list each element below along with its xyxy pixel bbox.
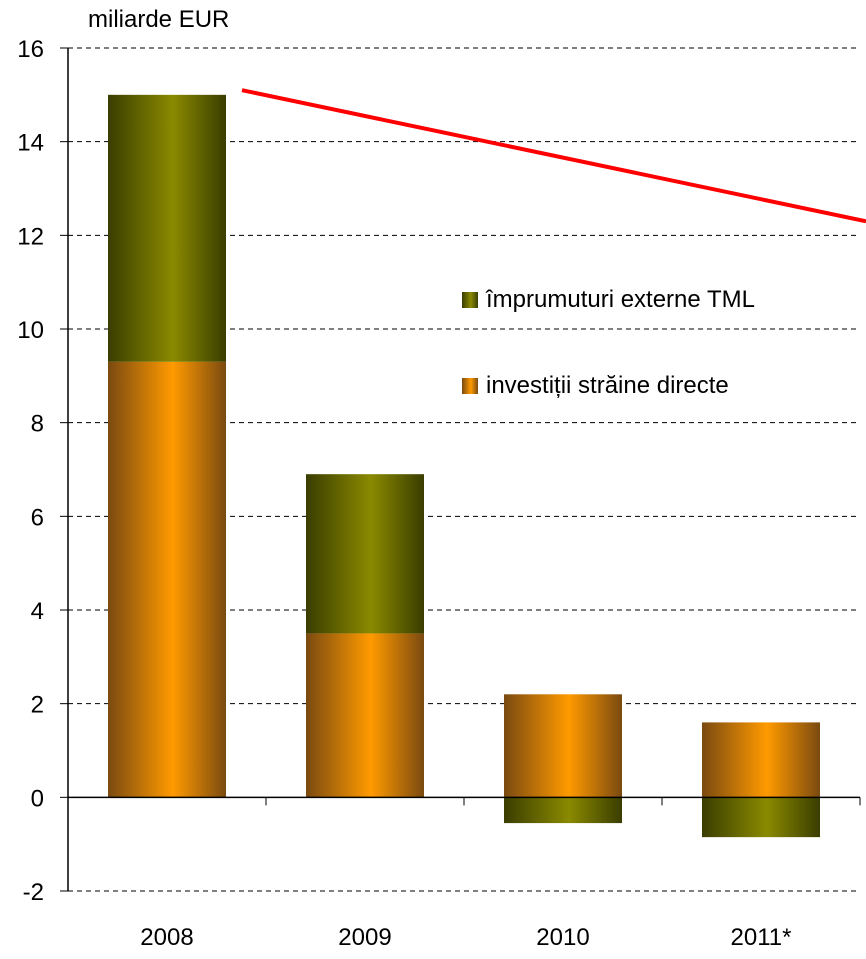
y-axis-unit-label: miliarde EUR [88,6,230,33]
y-tick-label: 0 [31,785,44,812]
y-tick-label: 6 [31,504,44,531]
legend-item-fdi: investiții străine directe [462,366,755,406]
y-tick-label: -2 [23,879,44,906]
x-tick-label: 2011* [731,924,792,951]
bar-loans-2009 [306,474,424,634]
legend-item-loans: împrumuturi externe TML [462,280,755,320]
y-tick-label: 16 [17,36,44,63]
trend-line [241,88,866,224]
bar-loans-2011 [702,797,820,838]
y-tick-label: 12 [17,223,44,250]
x-tick-label: 2008 [140,924,193,951]
legend-swatch-fdi [462,378,478,394]
x-tick-label: 2009 [338,924,391,951]
x-tick-label: 2010 [536,924,589,951]
legend: împrumuturi externe TML investiții străi… [462,280,755,452]
bar-fdi-2008 [108,361,226,798]
legend-label-loans: împrumuturi externe TML [486,286,755,313]
bar-fdi-2011 [702,722,820,798]
bar-fdi-2009 [306,633,424,798]
bar-fdi-2010 [504,694,622,798]
y-tick-label: 4 [31,598,44,625]
bar-loans-2008 [108,94,226,362]
y-tick-label: 14 [17,130,44,157]
y-tick-label: 10 [17,317,44,344]
bar-loans-2010 [504,797,622,824]
y-tick-label: 8 [31,411,44,438]
y-tick-label: 2 [31,692,44,719]
legend-swatch-loans [462,292,478,308]
legend-label-fdi: investiții străine directe [486,372,729,399]
